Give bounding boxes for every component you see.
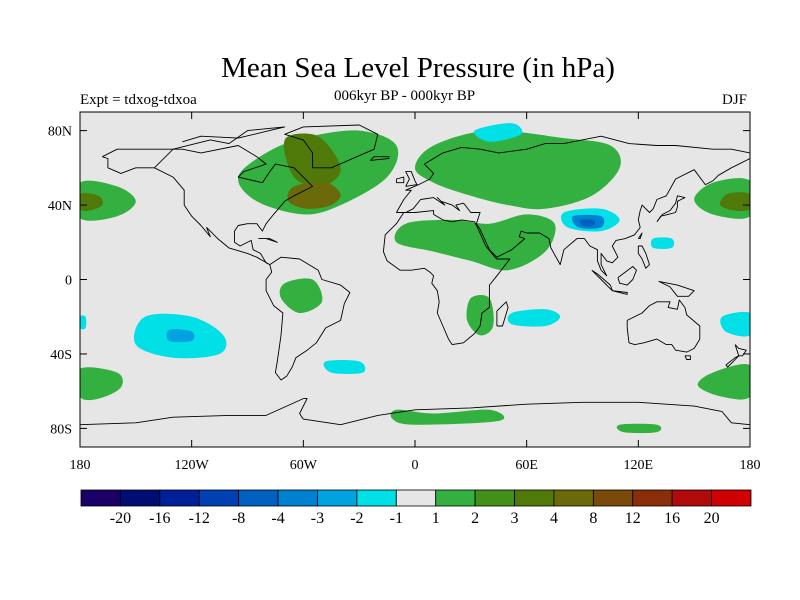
season-label: DJF	[722, 92, 748, 108]
colorbar-label: 8	[589, 510, 597, 527]
coastline	[658, 280, 695, 297]
colorbar-swatch	[238, 489, 279, 507]
anomaly-region-pos4	[287, 182, 341, 209]
experiment-label: Expt = tdxog-tdxoa	[80, 92, 197, 108]
colorbar-swatch	[671, 489, 712, 507]
anomaly-region-neg1	[80, 315, 87, 330]
x-tick-label: 60E	[515, 458, 538, 473]
time-range-subtitle: 006kyr BP - 000kyr BP	[334, 88, 476, 104]
y-tick-label: 40N	[48, 199, 72, 214]
y-tick-label: 80S	[50, 422, 72, 437]
pressure-anomaly-regions	[80, 123, 750, 434]
x-tick-label: 120E	[624, 458, 654, 473]
coastline	[725, 355, 740, 368]
anomaly-region-pos2	[616, 423, 662, 434]
coastline	[637, 232, 643, 240]
coastline	[656, 195, 686, 223]
coastline	[258, 238, 278, 243]
coastline	[591, 269, 613, 292]
anomaly-region-neg1	[473, 123, 523, 142]
colorbar-swatch	[317, 489, 358, 507]
axis-ticks: 180 120W 60W 0 60E 120E 180 80N 40N 0 40S 80S	[48, 112, 761, 473]
coastline	[734, 344, 747, 357]
colorbar-label: -16	[149, 510, 170, 527]
colorbar-swatch	[80, 489, 121, 507]
coastlines	[80, 124, 750, 426]
anomaly-region-neg1	[507, 309, 561, 327]
anomaly-region-neg1	[720, 311, 750, 337]
x-tick-label: 120W	[175, 458, 210, 473]
coastline	[80, 398, 750, 426]
colorbar-swatch	[632, 489, 673, 507]
colorbar-swatch	[435, 489, 476, 507]
colorbar-swatch	[711, 489, 752, 507]
coastline	[626, 299, 701, 353]
colorbar-label: -12	[189, 510, 210, 527]
colorbar-swatch	[395, 489, 437, 507]
anomaly-region-pos3	[80, 193, 103, 212]
colorbar-label: 12	[625, 510, 641, 527]
coastline	[382, 210, 511, 346]
coastline	[395, 176, 405, 184]
colorbar-swatch	[277, 489, 318, 507]
colorbar-label: -4	[271, 510, 284, 527]
coastline	[396, 135, 750, 213]
coastline	[617, 266, 637, 286]
coastline	[396, 158, 750, 277]
colorbar-label: 3	[511, 510, 519, 527]
x-tick-label: 180	[70, 458, 91, 473]
coastline	[369, 156, 390, 161]
colorbar-swatch	[159, 489, 200, 507]
anomaly-region-neg1	[323, 359, 366, 374]
colorbar: -20 -16 -12 -8 -4 -3 -2 -1 1 2 3 4 8 12 16 20	[80, 489, 752, 527]
colorbar-swatch	[198, 489, 240, 507]
coastline	[612, 290, 628, 295]
colorbar-swatch	[514, 489, 555, 507]
coastline	[265, 256, 351, 381]
anomaly-region-pos3	[719, 192, 750, 212]
anomaly-region-neg1	[650, 237, 675, 250]
anomaly-region-pos2	[80, 180, 136, 221]
colorbar-swatch	[474, 489, 515, 507]
x-tick-label: 0	[412, 458, 419, 473]
anomaly-region-pos2	[466, 294, 494, 336]
colorbar-label: 2	[471, 510, 479, 527]
colorbar-label: -1	[390, 510, 403, 527]
colorbar-swatch	[120, 489, 161, 507]
coastline	[637, 245, 650, 269]
colorbar-swatch	[553, 489, 594, 507]
colorbar-label: 1	[432, 510, 440, 527]
map-background	[80, 112, 750, 447]
anomaly-region-pos2	[390, 409, 505, 425]
coastline	[405, 171, 418, 187]
coastline	[684, 355, 691, 360]
colorbar-label: -3	[311, 510, 324, 527]
anomaly-region-pos2	[279, 278, 323, 314]
colorbar-label: 20	[704, 510, 720, 527]
colorbar-label: -2	[350, 510, 363, 527]
anomaly-region-neg3	[579, 219, 596, 227]
coastline	[496, 301, 509, 327]
coastline	[284, 124, 379, 169]
colorbar-label: -8	[232, 510, 245, 527]
y-tick-label: 80N	[48, 125, 72, 140]
anomaly-region-pos2	[697, 364, 750, 400]
anomaly-region-neg2	[166, 329, 195, 343]
colorbar-label: 4	[550, 510, 558, 527]
anomaly-region-pos2	[80, 367, 123, 401]
coastline	[102, 145, 314, 266]
anomaly-region-pos2	[394, 214, 556, 271]
anomaly-region-pos2	[415, 130, 621, 210]
y-tick-label: 0	[65, 274, 72, 289]
colorbar-swatch	[356, 489, 397, 507]
x-tick-label: 180	[740, 458, 761, 473]
map-title: Mean Sea Level Pressure (in hPa)	[221, 52, 615, 84]
colorbar-label: -20	[110, 510, 131, 527]
y-tick-label: 40S	[50, 348, 72, 363]
colorbar-label: 16	[664, 510, 680, 527]
coastline	[154, 126, 286, 169]
x-tick-label: 60W	[290, 458, 318, 473]
colorbar-swatch	[592, 489, 634, 507]
